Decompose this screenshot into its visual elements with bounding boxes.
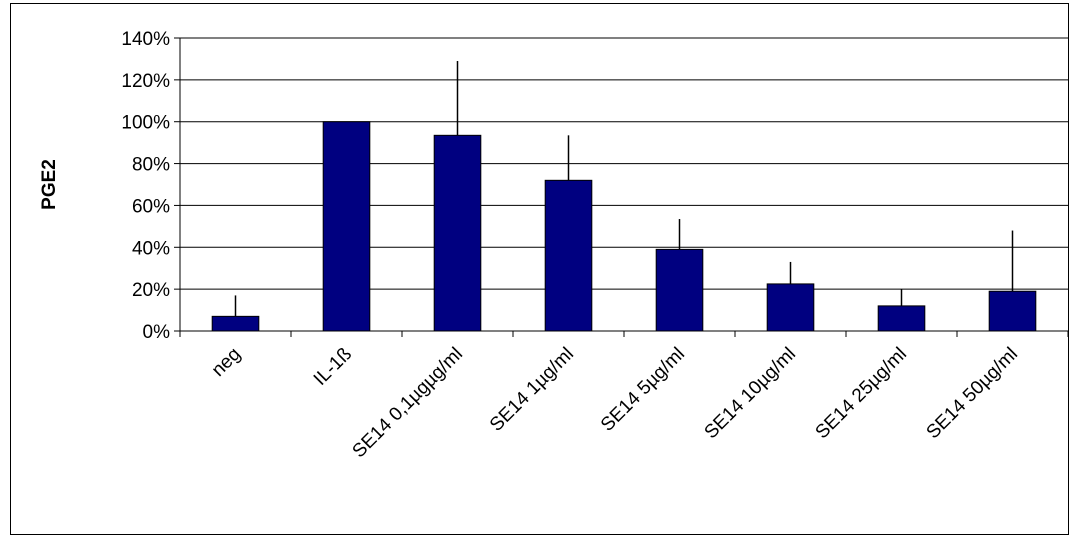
- bar-6: [877, 305, 926, 332]
- y-tick-label-5: 100%: [121, 113, 170, 134]
- bar-5: [766, 283, 815, 332]
- bar-4: [655, 248, 704, 332]
- bar-7: [988, 290, 1037, 332]
- bar-1: [322, 121, 371, 332]
- bar-0: [211, 315, 260, 332]
- chart-border: [10, 3, 1069, 535]
- y-tick-label-7: 140%: [121, 29, 170, 50]
- y-tick-label-6: 120%: [121, 71, 170, 92]
- axes: [174, 37, 1069, 337]
- y-tick-label-2: 40%: [132, 238, 170, 259]
- y-tick-label-0: 0%: [143, 322, 171, 343]
- y-tick-labels: 0% 20% 40% 60% 80% 100% 120% 140%: [121, 29, 170, 343]
- bar-chart: 0%20%40%60%80%100%120%140% neg IL-1ßSE14 …: [10, 3, 1069, 535]
- y-tick-label-4: 80%: [132, 155, 170, 176]
- error-bars: [234, 61, 1014, 317]
- bar-3: [544, 179, 593, 332]
- chart-frame: 0% 20% 40% 60% 80% 100% 120% 140% neg IL-1ß SE14 …: [10, 3, 1070, 535]
- bar-2: [433, 134, 482, 332]
- y-tick-label-1: 20%: [132, 280, 170, 301]
- y-axis-title: PGE2: [39, 159, 60, 210]
- y-tick-label-3: 60%: [132, 196, 170, 217]
